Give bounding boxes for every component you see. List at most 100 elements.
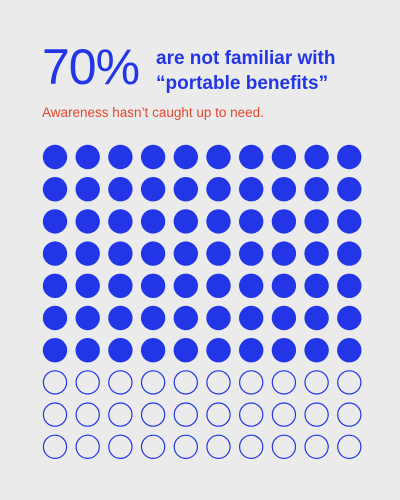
waffle-dot-empty [140,370,166,395]
waffle-dot-filled [173,177,198,202]
waffle-dot-filled [108,338,133,363]
waffle-dot-filled [271,273,297,298]
waffle-dot-filled [337,338,362,363]
waffle-dot-filled [140,305,166,331]
waffle-dot-filled [206,144,231,170]
big-stat: 70% [42,39,140,95]
waffle-dot-empty [42,370,68,395]
waffle-dot-filled [304,305,329,331]
waffle-dot-empty [337,402,362,427]
waffle-dot-empty [140,402,166,427]
waffle-dot-filled [206,177,231,202]
waffle-dot-filled [239,144,264,170]
waffle-dot-filled [42,338,68,363]
waffle-dot-empty [108,402,133,427]
waffle-dot-filled [140,338,166,363]
waffle-dot-filled [337,273,362,298]
waffle-dot-filled [42,177,68,202]
waffle-dot-filled [304,144,329,170]
waffle-dot-filled [108,177,133,202]
waffle-dot-filled [337,241,362,266]
waffle-dot-filled [108,241,133,266]
waffle-dot-filled [75,241,100,266]
waffle-dot-empty [173,434,198,459]
waffle-dot-filled [173,273,198,298]
waffle-dot-filled [75,177,100,202]
waffle-dot-filled [337,144,362,170]
waffle-dot-empty [206,434,231,459]
waffle-dot-empty [108,370,133,395]
waffle-dot-empty [337,434,362,459]
waffle-dot-empty [75,402,100,427]
waffle-dot-filled [206,338,231,363]
waffle-dot-filled [304,338,329,363]
waffle-dot-filled [239,241,264,266]
waffle-dot-filled [304,273,329,298]
waffle-dot-filled [239,177,264,202]
waffle-dot-filled [206,241,231,266]
waffle-dot-filled [75,209,100,234]
waffle-dot-empty [140,434,166,459]
waffle-dot-empty [271,434,297,459]
waffle-dot-filled [239,305,264,331]
waffle-dot-filled [75,273,100,298]
waffle-dot-filled [42,241,68,266]
waffle-dot-filled [75,144,100,170]
waffle-dot-filled [108,273,133,298]
waffle-dot-filled [337,209,362,234]
waffle-dot-empty [271,402,297,427]
waffle-dot-empty [173,402,198,427]
headline-line-2: “portable benefits” [156,73,329,94]
waffle-dot-empty [42,402,68,427]
waffle-dot-filled [42,273,68,298]
waffle-dot-filled [108,305,133,331]
waffle-dot-empty [238,370,264,395]
waffle-dot-empty [75,370,100,395]
waffle-dot-filled [140,209,166,234]
subtitle: Awareness hasn’t caught up to need. [42,105,264,120]
waffle-dot-filled [75,338,100,363]
waffle-dot-empty [206,402,231,427]
waffle-dot-empty [304,370,329,395]
headline-line-1: are not familiar with [156,48,336,69]
waffle-dot-filled [42,209,68,234]
waffle-dot-filled [140,273,166,298]
waffle-dot-filled [337,305,362,331]
waffle-dot-filled [337,177,362,202]
waffle-dot-filled [271,241,297,266]
waffle-dot-filled [108,144,133,170]
waffle-dot-filled [140,144,166,170]
waffle-dot-filled [173,241,198,266]
waffle-dot-empty [108,434,133,459]
waffle-dot-filled [140,177,166,202]
waffle-dot-empty [304,402,329,427]
waffle-dot-filled [271,338,297,363]
waffle-dot-filled [304,177,329,202]
waffle-dot-empty [75,434,100,459]
waffle-dot-filled [42,305,68,331]
waffle-dot-filled [75,305,100,331]
waffle-dot-filled [173,144,198,170]
waffle-dot-filled [173,305,198,331]
waffle-dot-filled [42,144,68,170]
waffle-dot-filled [140,241,166,266]
waffle-dot-empty [304,434,329,459]
waffle-dot-filled [239,273,264,298]
waffle-dot-filled [173,209,198,234]
waffle-dot-filled [108,209,133,234]
waffle-dot-filled [271,305,297,331]
waffle-dot-filled [206,305,231,331]
waffle-dot-empty [206,370,231,395]
header: 70% are not familiar with “portable bene… [42,38,382,98]
waffle-dot-empty [271,370,297,395]
waffle-dot-filled [304,241,329,266]
waffle-dot-empty [238,434,264,459]
waffle-dot-empty [173,370,198,395]
waffle-dot-filled [271,177,297,202]
waffle-dot-filled [206,209,231,234]
waffle-dot-filled [239,338,264,363]
waffle-dot-filled [239,209,264,234]
waffle-dot-filled [271,209,297,234]
waffle-dot-empty [238,402,264,427]
waffle-dot-empty [337,370,362,395]
